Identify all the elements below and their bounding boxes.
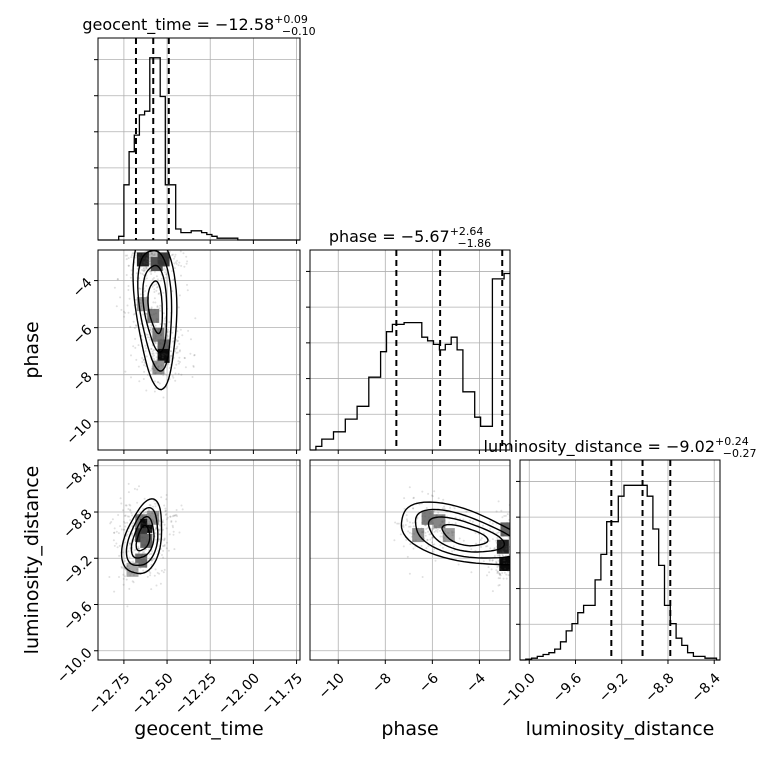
contour-line: [427, 516, 506, 553]
y-tick-label: −9.6: [60, 599, 95, 634]
title-main: geocent_time = −12.58: [82, 15, 274, 35]
title-main: luminosity_distance = −9.02: [484, 437, 715, 457]
contour-line: [400, 501, 510, 566]
contour-line: [130, 515, 155, 559]
contour-lines: [132, 250, 178, 391]
histogram-geocent_time: [98, 57, 300, 241]
histogram-luminosity_distance: [520, 484, 720, 661]
y-tick-label: −10.0: [54, 645, 96, 687]
contour-lines: [120, 498, 163, 575]
x-tick-label: −8.8: [642, 670, 677, 705]
contour-line: [147, 280, 163, 335]
title-minus: −0.10: [282, 25, 316, 38]
panel-frame: [309, 249, 511, 451]
contour-line: [441, 523, 489, 547]
x-axis-label: geocent_time: [134, 718, 263, 740]
x-tick-label: −9.2: [596, 670, 631, 705]
y-tick-label: −8: [70, 369, 96, 395]
x-tick-label: −8.4: [688, 670, 723, 705]
panel-frame: [309, 459, 511, 661]
title-plus: +0.09: [274, 13, 308, 26]
density-cell: [442, 528, 455, 543]
panel-frame: [97, 459, 301, 661]
contour-lines: [400, 501, 510, 566]
density-cell: [147, 250, 160, 262]
density-cell: [421, 510, 434, 525]
x-tick-label: −6: [416, 670, 442, 696]
title-plus: +2.64: [450, 225, 484, 238]
title-minus: −1.86: [457, 237, 491, 250]
title-main: phase = −5.67: [329, 227, 450, 246]
contour-line: [132, 250, 178, 391]
x-tick-label: −12.00: [215, 670, 263, 718]
x-tick-label: −8: [369, 670, 395, 696]
title-minus: −0.27: [723, 447, 757, 460]
panel-title: geocent_time = −12.58+0.09 −0.10: [82, 13, 315, 38]
contour-line: [135, 524, 151, 552]
density-cell: [147, 308, 160, 323]
y-tick-label: −10: [63, 416, 95, 448]
contour-line: [120, 498, 163, 575]
y-tick-label: −9.2: [60, 553, 95, 588]
contour-line: [142, 264, 168, 354]
x-tick-label: −11.75: [258, 670, 306, 718]
x-tick-label: −10: [316, 670, 348, 702]
y-tick-label: −4: [70, 275, 96, 301]
x-tick-label: −12.75: [86, 670, 134, 718]
y-tick-label: −8.4: [60, 460, 95, 495]
panel-frame: [519, 459, 721, 661]
x-tick-label: −9.6: [550, 670, 585, 705]
histogram-phase: [310, 272, 510, 451]
contour-line: [414, 508, 510, 559]
x-axis-label: luminosity_distance: [526, 718, 715, 740]
contour-line: [125, 507, 159, 566]
panel-frame: [97, 249, 301, 451]
x-axis-label: phase: [381, 718, 438, 740]
y-axis-label: phase: [21, 321, 43, 378]
panel-frame: [97, 37, 301, 241]
y-tick-label: −6: [70, 322, 96, 348]
x-tick-label: −4: [463, 670, 489, 696]
x-tick-label: −12.50: [129, 670, 177, 718]
panel-title: phase = −5.67+2.64 −1.86: [329, 225, 491, 250]
panel-title: luminosity_distance = −9.02+0.24 −0.27: [484, 435, 757, 460]
x-tick-label: −10.0: [497, 670, 539, 712]
scatter-points: [393, 486, 510, 593]
x-tick-label: −12.25: [172, 670, 220, 718]
density-cell: [500, 522, 510, 537]
y-axis-label: luminosity_distance: [21, 466, 43, 655]
contour-line: [137, 250, 173, 372]
y-tick-label: −8.8: [60, 506, 95, 541]
title-plus: +0.24: [715, 435, 749, 448]
